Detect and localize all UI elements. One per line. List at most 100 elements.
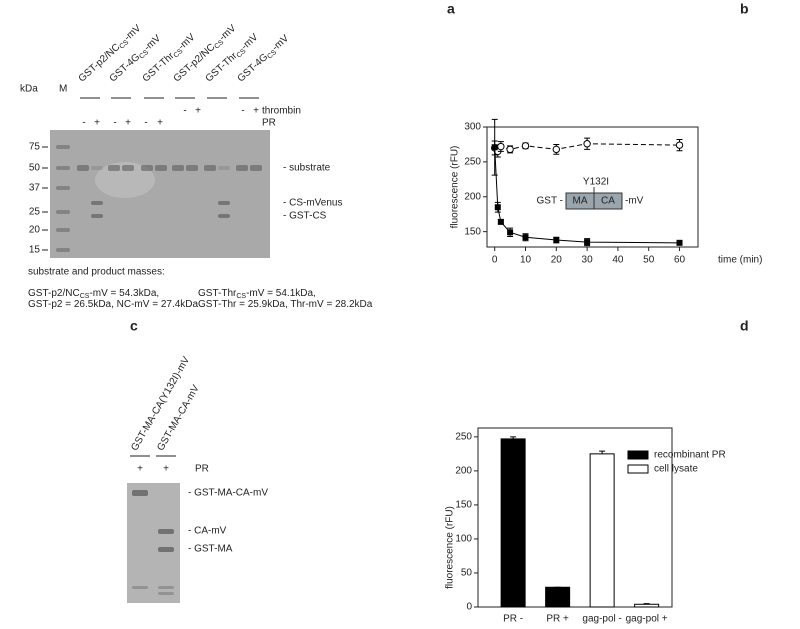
- sign: -: [183, 106, 186, 117]
- band-label: - GST-MA: [188, 544, 233, 555]
- point: [552, 145, 561, 154]
- label: GST-p2 = 26.5kDa, NC-mV = 27.4kDa: [28, 299, 199, 310]
- y-axis-label: fluorescence (rFU): [445, 506, 456, 589]
- x-tick-label: 10: [520, 255, 532, 266]
- x-tick-label: 40: [612, 255, 624, 266]
- sign: +: [157, 118, 163, 129]
- gel-band: [250, 165, 262, 171]
- subscript: CS: [266, 49, 278, 61]
- label-part: GST-p2/NC: [28, 288, 80, 299]
- gel-band: [56, 228, 70, 232]
- gel-band: [236, 165, 248, 171]
- label: GST-Thr = 25.9kDa, Thr-mV = 28.2kDa: [198, 299, 373, 310]
- x-tick-label: 20: [551, 255, 563, 266]
- y-tick-label: 50: [461, 568, 473, 579]
- gel-band: [91, 214, 103, 218]
- plot-frame: [477, 427, 673, 608]
- point: [507, 229, 514, 236]
- annotation: -mV: [625, 196, 644, 207]
- legend-label: recombinant PR: [654, 450, 726, 461]
- x-tick-label: 60: [674, 255, 686, 266]
- bar: [500, 438, 526, 608]
- gel-band: [218, 214, 230, 218]
- ladder-label: 25: [29, 207, 41, 218]
- masses-title: substrate and product masses:: [28, 267, 165, 278]
- point: [675, 141, 684, 149]
- gel-band: [158, 547, 174, 552]
- gel-band: [158, 592, 174, 595]
- gel-band: [56, 166, 70, 170]
- gel-band: [132, 586, 148, 589]
- y-tick-label: 150: [464, 226, 481, 237]
- sign: -: [113, 118, 116, 129]
- y-tick-label: 250: [455, 431, 472, 442]
- subscript: CS: [236, 293, 246, 300]
- point: [676, 239, 683, 246]
- series-line: [494, 143, 680, 153]
- legend-swatch: [627, 464, 649, 474]
- row-label: PR: [195, 464, 209, 475]
- point: [584, 239, 591, 246]
- y-tick-label: 250: [464, 157, 481, 168]
- panel-label: a: [447, 1, 455, 17]
- gel-band: [56, 210, 70, 214]
- bar: [545, 586, 571, 608]
- subscript: CS: [236, 48, 248, 60]
- x-tick-label: gag-pol -: [582, 614, 621, 625]
- label-part: GST-Thr = 25.9kDa, Thr-mV = 28.2kDa: [198, 299, 373, 310]
- sign: -: [144, 118, 147, 129]
- y-tick-label: 0: [466, 602, 472, 613]
- x-tick-label: 30: [582, 255, 594, 266]
- gel-band: [122, 165, 134, 171]
- x-tick-label: PR +: [546, 614, 569, 625]
- point: [506, 145, 514, 154]
- point: [522, 234, 529, 241]
- point: [497, 142, 505, 151]
- gel-band: [91, 201, 103, 205]
- label-part: -mV = 54.1kDa,: [246, 288, 316, 299]
- sign: +: [94, 118, 100, 129]
- gel-band: [172, 165, 184, 171]
- plot-frame: [486, 126, 699, 248]
- gel-band: [108, 165, 120, 171]
- x-tick-label: gag-pol +: [626, 614, 668, 625]
- panel-label: b: [740, 1, 749, 17]
- row-label: thrombin: [262, 106, 301, 117]
- gel: [127, 483, 180, 603]
- gel-band: [218, 201, 230, 205]
- x-tick-label: PR -: [503, 614, 523, 625]
- y-tick-label: 200: [455, 466, 472, 477]
- band-label: - GST-CS: [283, 211, 327, 222]
- point: [494, 204, 501, 211]
- panel-label: d: [740, 318, 749, 334]
- ladder-label: 20: [29, 225, 41, 236]
- subscript: CS: [119, 39, 131, 51]
- subscript: CS: [80, 293, 90, 300]
- label: GST-p2/NCCS-mV = 54.3kDa,: [28, 288, 159, 301]
- x-axis-label: time (min): [718, 255, 762, 266]
- sign: +: [253, 106, 259, 117]
- domain: MA: [573, 196, 588, 207]
- legend-swatch: [627, 450, 649, 460]
- point: [521, 142, 530, 150]
- gel-band: [158, 529, 174, 534]
- point: [583, 140, 591, 148]
- error-bar: [510, 436, 517, 439]
- legend-label: cell lysate: [654, 464, 698, 475]
- band-label: - substrate: [283, 163, 331, 174]
- label-part: GST-Thr: [198, 288, 237, 299]
- y-tick-label: 150: [455, 500, 472, 511]
- marker-lane: M: [59, 84, 67, 95]
- gel-band: [186, 165, 198, 171]
- gel-band: [141, 165, 153, 171]
- gel-band: [77, 165, 89, 171]
- point: [553, 237, 560, 244]
- y-axis-label: fluorescence (rFU): [450, 146, 461, 229]
- bar: [634, 603, 660, 608]
- gel-band: [91, 166, 103, 170]
- x-tick-label: 0: [492, 255, 498, 266]
- y-tick-label: 300: [464, 122, 481, 133]
- annotation: Y132I: [583, 177, 609, 188]
- y-tick-label: 200: [464, 191, 481, 202]
